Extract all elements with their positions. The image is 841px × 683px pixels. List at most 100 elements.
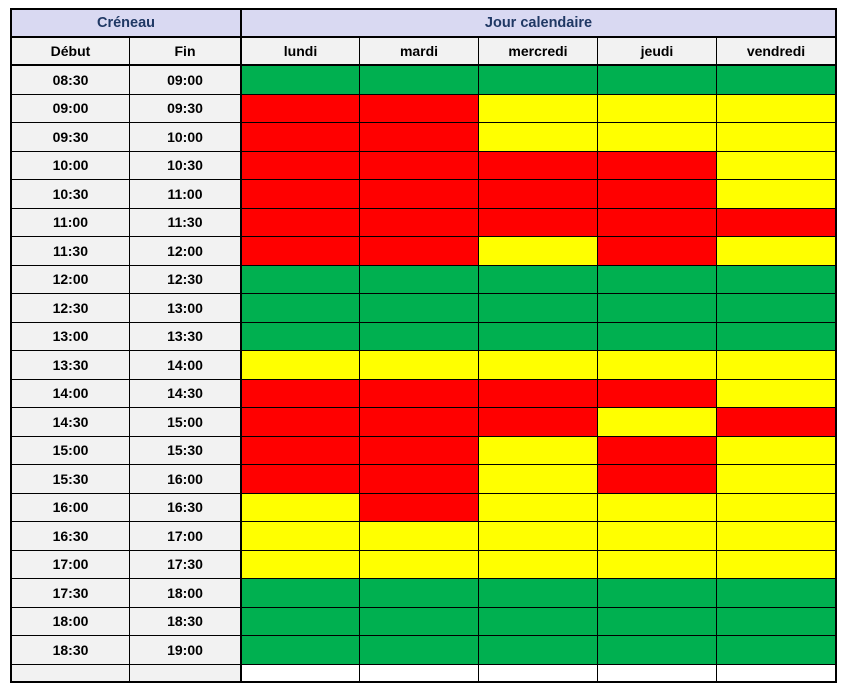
slot-cell-mardi-11:30[interactable]: [360, 237, 479, 266]
slot-cell-vendredi-09:30[interactable]: [717, 123, 835, 152]
slot-cell-mercredi-11:30[interactable]: [479, 237, 598, 266]
slot-cell-vendredi-16:00[interactable]: [717, 493, 835, 522]
slot-cell-mardi-11:00[interactable]: [360, 208, 479, 237]
slot-cell-mercredi-13:00[interactable]: [479, 322, 598, 351]
slot-cell-mardi-09:00[interactable]: [360, 94, 479, 123]
slot-cell-vendredi-18:00[interactable]: [717, 607, 835, 636]
slot-cell-jeudi-09:00[interactable]: [598, 94, 717, 123]
slot-cell-mercredi-11:00[interactable]: [479, 208, 598, 237]
slot-cell-mardi-09:30[interactable]: [360, 123, 479, 152]
slot-cell-jeudi-16:00[interactable]: [598, 493, 717, 522]
slot-cell-lundi-13:00[interactable]: [242, 322, 360, 351]
slot-cell-mercredi-14:30[interactable]: [479, 408, 598, 437]
slot-cell-mardi-12:30[interactable]: [360, 294, 479, 323]
slot-cell-mercredi-09:00[interactable]: [479, 94, 598, 123]
slot-cell-lundi-14:30[interactable]: [242, 408, 360, 437]
slot-cell-vendredi-16:30[interactable]: [717, 522, 835, 551]
slot-cell-vendredi-15:30[interactable]: [717, 465, 835, 494]
slot-cell-mardi-10:00[interactable]: [360, 151, 479, 180]
slot-cell-jeudi-11:00[interactable]: [598, 208, 717, 237]
slot-cell-vendredi-17:00[interactable]: [717, 550, 835, 579]
slot-cell-mardi-10:30[interactable]: [360, 180, 479, 209]
slot-cell-vendredi-11:00[interactable]: [717, 208, 835, 237]
slot-cell-jeudi-14:30[interactable]: [598, 408, 717, 437]
slot-cell-jeudi-17:00[interactable]: [598, 550, 717, 579]
slot-cell-vendredi-17:30[interactable]: [717, 579, 835, 608]
slot-cell-vendredi-13:30[interactable]: [717, 351, 835, 380]
slot-cell-mercredi-12:30[interactable]: [479, 294, 598, 323]
slot-cell-mardi-18:30[interactable]: [360, 636, 479, 665]
slot-cell-vendredi-12:30[interactable]: [717, 294, 835, 323]
slot-cell-jeudi-11:30[interactable]: [598, 237, 717, 266]
slot-cell-vendredi-12:00[interactable]: [717, 265, 835, 294]
slot-cell-jeudi-12:00[interactable]: [598, 265, 717, 294]
slot-cell-mercredi-18:00[interactable]: [479, 607, 598, 636]
slot-cell-mardi-14:00[interactable]: [360, 379, 479, 408]
slot-cell-jeudi-12:30[interactable]: [598, 294, 717, 323]
slot-cell-lundi-12:30[interactable]: [242, 294, 360, 323]
slot-cell-jeudi-13:30[interactable]: [598, 351, 717, 380]
slot-cell-lundi-16:00[interactable]: [242, 493, 360, 522]
slot-cell-jeudi-15:00[interactable]: [598, 436, 717, 465]
slot-cell-mercredi-15:00[interactable]: [479, 436, 598, 465]
slot-cell-mardi-18:00[interactable]: [360, 607, 479, 636]
slot-cell-vendredi-11:30[interactable]: [717, 237, 835, 266]
slot-cell-mardi-08:30[interactable]: [360, 66, 479, 95]
slot-cell-mercredi-10:30[interactable]: [479, 180, 598, 209]
slot-cell-jeudi-10:00[interactable]: [598, 151, 717, 180]
slot-cell-mardi-17:00[interactable]: [360, 550, 479, 579]
slot-cell-mardi-15:30[interactable]: [360, 465, 479, 494]
slot-cell-jeudi-17:30[interactable]: [598, 579, 717, 608]
slot-cell-mercredi-14:00[interactable]: [479, 379, 598, 408]
slot-cell-mardi-16:00[interactable]: [360, 493, 479, 522]
slot-cell-lundi-18:00[interactable]: [242, 607, 360, 636]
slot-cell-mercredi-16:30[interactable]: [479, 522, 598, 551]
slot-cell-lundi-17:30[interactable]: [242, 579, 360, 608]
slot-cell-mardi-16:30[interactable]: [360, 522, 479, 551]
slot-cell-mercredi-16:00[interactable]: [479, 493, 598, 522]
slot-cell-lundi-10:00[interactable]: [242, 151, 360, 180]
slot-cell-lundi-11:30[interactable]: [242, 237, 360, 266]
slot-cell-vendredi-14:30[interactable]: [717, 408, 835, 437]
slot-cell-mercredi-10:00[interactable]: [479, 151, 598, 180]
slot-cell-vendredi-18:30[interactable]: [717, 636, 835, 665]
slot-cell-lundi-14:00[interactable]: [242, 379, 360, 408]
slot-cell-lundi-11:00[interactable]: [242, 208, 360, 237]
slot-cell-lundi-09:30[interactable]: [242, 123, 360, 152]
slot-cell-jeudi-08:30[interactable]: [598, 66, 717, 95]
slot-cell-mercredi-09:30[interactable]: [479, 123, 598, 152]
slot-cell-vendredi-08:30[interactable]: [717, 66, 835, 95]
slot-cell-vendredi-15:00[interactable]: [717, 436, 835, 465]
slot-cell-mercredi-08:30[interactable]: [479, 66, 598, 95]
slot-cell-mercredi-15:30[interactable]: [479, 465, 598, 494]
slot-cell-jeudi-16:30[interactable]: [598, 522, 717, 551]
slot-cell-mardi-15:00[interactable]: [360, 436, 479, 465]
slot-cell-jeudi-09:30[interactable]: [598, 123, 717, 152]
slot-cell-lundi-09:00[interactable]: [242, 94, 360, 123]
slot-cell-vendredi-10:30[interactable]: [717, 180, 835, 209]
slot-cell-vendredi-13:00[interactable]: [717, 322, 835, 351]
slot-cell-lundi-18:30[interactable]: [242, 636, 360, 665]
slot-cell-vendredi-10:00[interactable]: [717, 151, 835, 180]
slot-cell-lundi-13:30[interactable]: [242, 351, 360, 380]
slot-cell-lundi-17:00[interactable]: [242, 550, 360, 579]
slot-cell-mercredi-13:30[interactable]: [479, 351, 598, 380]
slot-cell-mercredi-18:30[interactable]: [479, 636, 598, 665]
slot-cell-lundi-10:30[interactable]: [242, 180, 360, 209]
slot-cell-vendredi-09:00[interactable]: [717, 94, 835, 123]
slot-cell-jeudi-18:00[interactable]: [598, 607, 717, 636]
slot-cell-mercredi-12:00[interactable]: [479, 265, 598, 294]
slot-cell-mardi-14:30[interactable]: [360, 408, 479, 437]
slot-cell-mardi-17:30[interactable]: [360, 579, 479, 608]
slot-cell-jeudi-10:30[interactable]: [598, 180, 717, 209]
slot-cell-lundi-12:00[interactable]: [242, 265, 360, 294]
slot-cell-jeudi-18:30[interactable]: [598, 636, 717, 665]
slot-cell-mardi-12:00[interactable]: [360, 265, 479, 294]
slot-cell-mercredi-17:00[interactable]: [479, 550, 598, 579]
slot-cell-lundi-15:00[interactable]: [242, 436, 360, 465]
slot-cell-jeudi-14:00[interactable]: [598, 379, 717, 408]
slot-cell-mercredi-17:30[interactable]: [479, 579, 598, 608]
slot-cell-vendredi-14:00[interactable]: [717, 379, 835, 408]
slot-cell-jeudi-13:00[interactable]: [598, 322, 717, 351]
slot-cell-mardi-13:00[interactable]: [360, 322, 479, 351]
